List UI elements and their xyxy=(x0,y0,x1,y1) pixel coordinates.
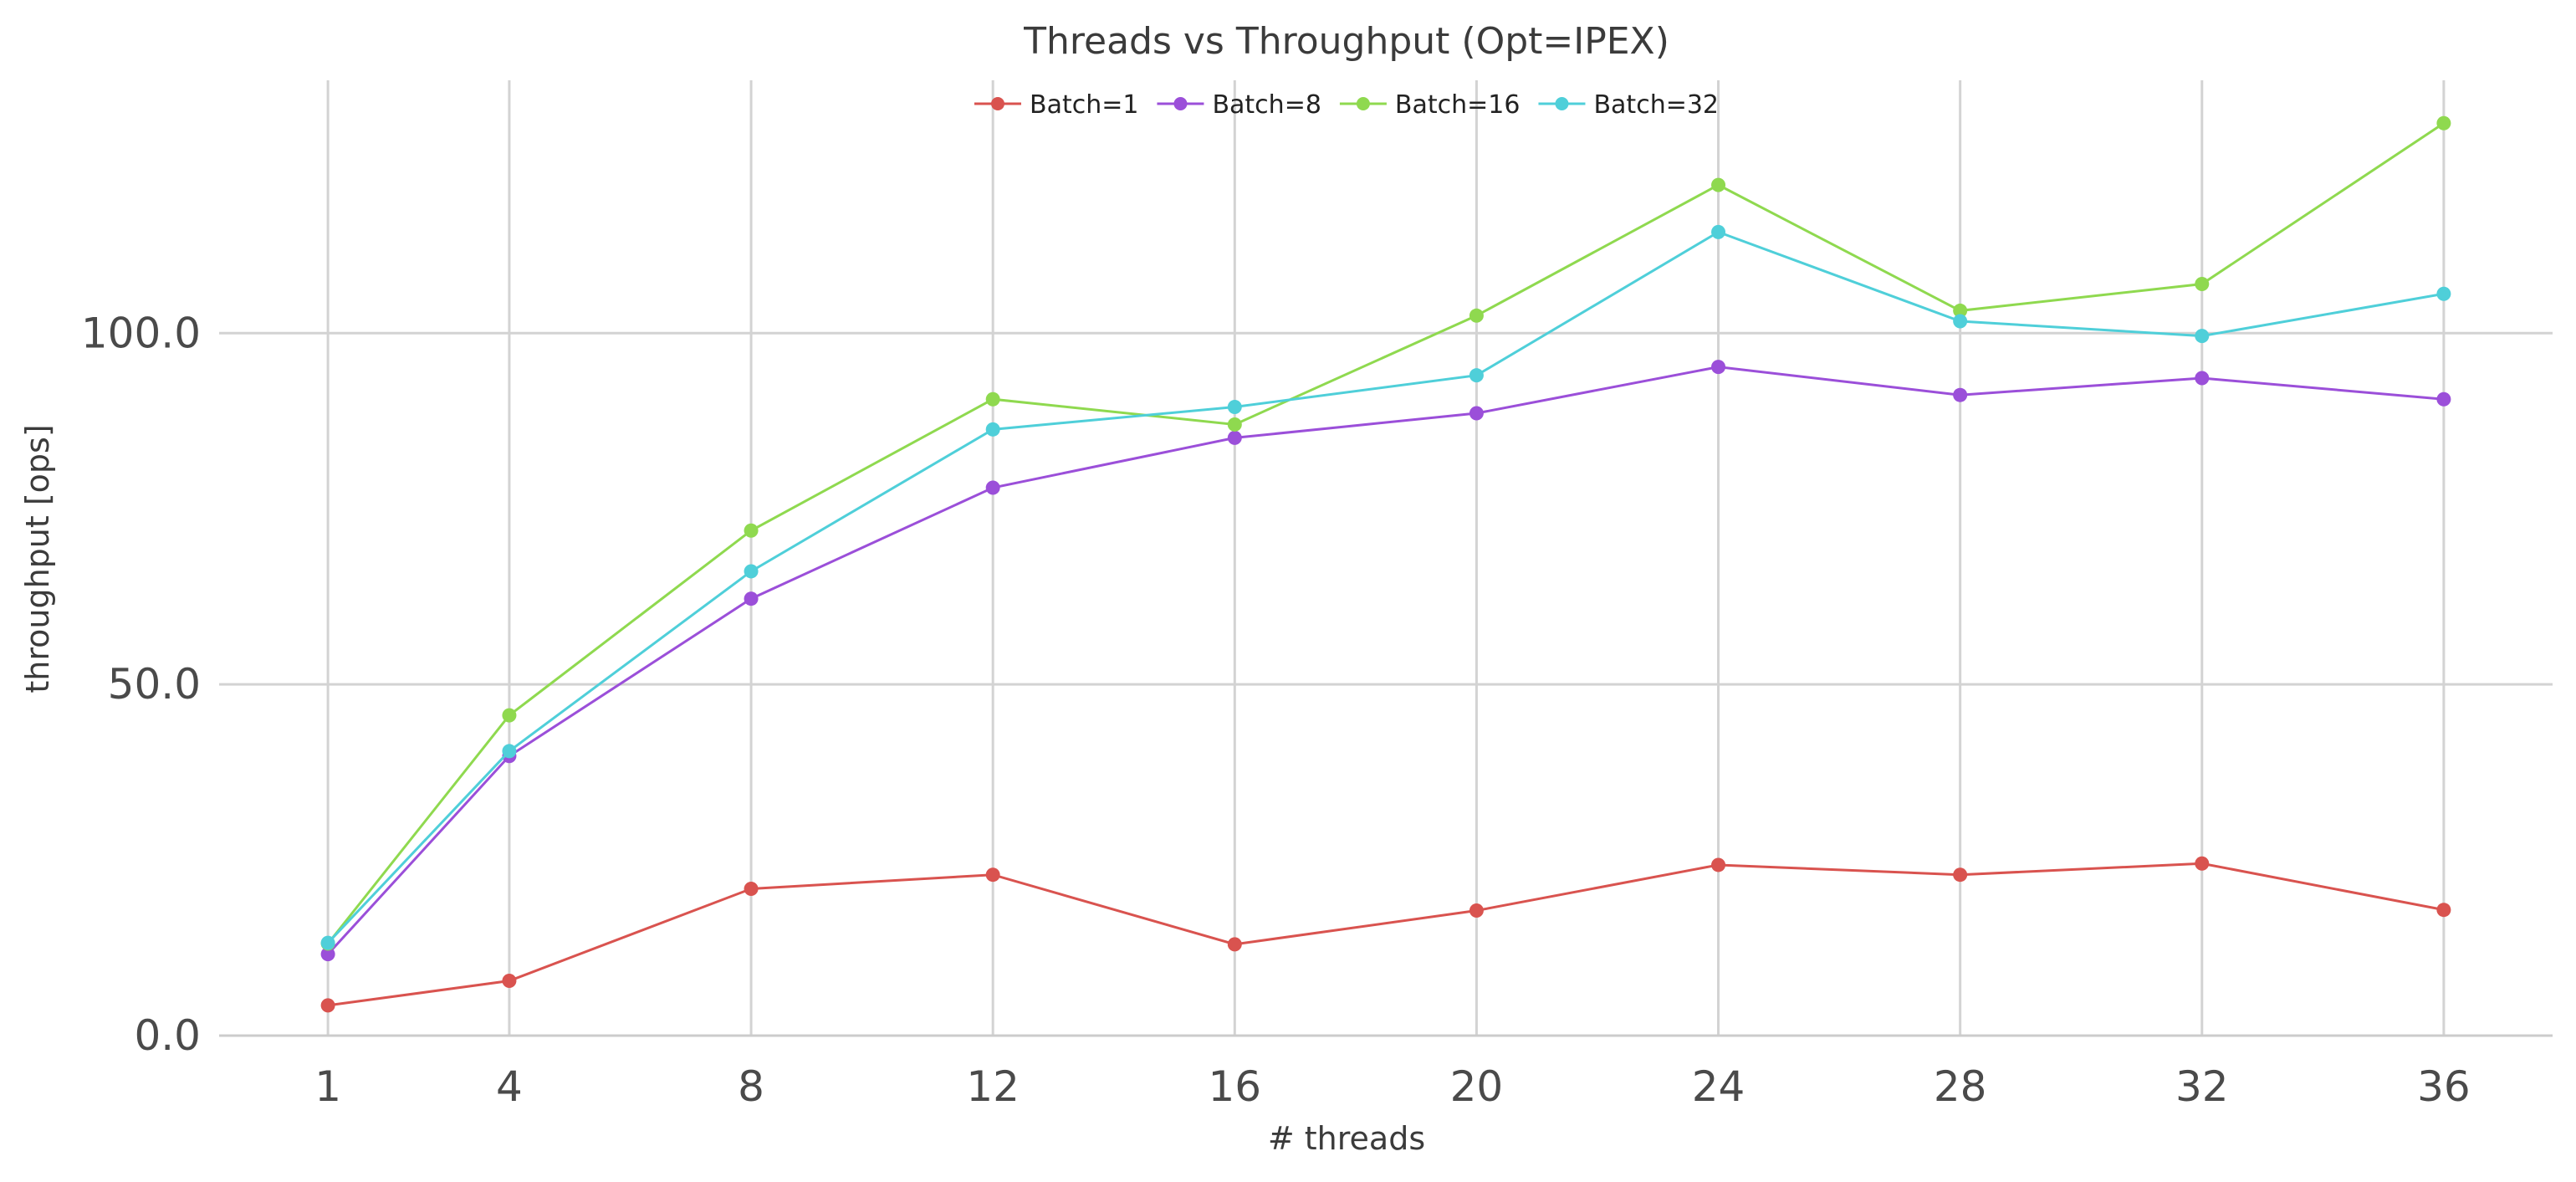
data-point xyxy=(985,391,1000,407)
y-tick-label: 0.0 xyxy=(134,1011,201,1060)
data-point xyxy=(502,744,517,759)
legend-swatch-marker xyxy=(1173,97,1188,110)
series-line xyxy=(326,366,2445,955)
data-point xyxy=(1953,314,1968,329)
data-point xyxy=(2436,286,2451,301)
x-tick-label: 16 xyxy=(1208,1062,1261,1111)
legend-label: Batch=1 xyxy=(1030,90,1138,120)
data-point xyxy=(320,935,335,950)
series-lines xyxy=(320,115,2451,1013)
legend-swatch-marker xyxy=(1356,97,1370,110)
data-point xyxy=(1953,303,1968,318)
series-line xyxy=(326,121,2445,944)
data-point xyxy=(1227,430,1242,445)
grid-lines xyxy=(219,80,2553,1037)
legend-label: Batch=16 xyxy=(1395,90,1521,120)
data-point xyxy=(985,867,1000,883)
data-point xyxy=(1469,903,1484,918)
data-point xyxy=(1711,857,1726,872)
series-batch-1 xyxy=(320,856,2451,1013)
legend-swatch-marker xyxy=(990,97,1004,110)
data-point xyxy=(744,591,759,606)
series-batch-8 xyxy=(320,360,2451,962)
data-point xyxy=(1227,417,1242,432)
data-point xyxy=(1469,368,1484,383)
data-point xyxy=(1953,867,1968,883)
legend-label: Batch=8 xyxy=(1212,90,1321,120)
x-tick-label: 28 xyxy=(1934,1062,1987,1111)
legend: Batch=1 Batch=8 Batch=16 Batch=32 xyxy=(974,90,1719,120)
data-point xyxy=(2195,329,2210,344)
data-point xyxy=(744,523,759,538)
data-point xyxy=(2195,371,2210,386)
data-point xyxy=(744,882,759,897)
legend-item: Batch=32 xyxy=(1538,90,1719,120)
data-point xyxy=(2436,903,2451,918)
y-tick-label: 50.0 xyxy=(108,660,201,709)
legend-item: Batch=16 xyxy=(1339,90,1521,120)
x-tick-label: 36 xyxy=(2417,1062,2471,1111)
tick-labels: 1 4 8 12 16 20 24 28 32 36 0.0 50.0 100.0 xyxy=(81,309,2471,1111)
data-point xyxy=(2195,856,2210,871)
data-point xyxy=(320,998,335,1013)
data-point xyxy=(502,708,517,723)
y-axis-label: throughput [ops] xyxy=(19,424,56,693)
data-point xyxy=(1711,177,1726,192)
legend-item: Batch=1 xyxy=(974,90,1138,120)
series-batch-16 xyxy=(320,115,2451,951)
data-point xyxy=(1227,399,1242,414)
data-point xyxy=(2195,277,2210,292)
x-tick-label: 12 xyxy=(966,1062,1020,1111)
x-axis-label: # threads xyxy=(1268,1120,1425,1157)
series-line xyxy=(327,862,2445,1007)
x-tick-label: 32 xyxy=(2175,1062,2229,1111)
x-tick-label: 4 xyxy=(496,1062,523,1111)
data-point xyxy=(985,480,1000,495)
data-point xyxy=(744,564,759,579)
series-line xyxy=(327,230,2445,944)
legend-item: Batch=8 xyxy=(1157,90,1321,120)
data-point xyxy=(2436,115,2451,130)
x-tick-label: 1 xyxy=(314,1062,341,1111)
y-tick-label: 100.0 xyxy=(81,309,201,357)
legend-swatch-marker xyxy=(1555,97,1569,110)
x-tick-label: 24 xyxy=(1692,1062,1745,1111)
data-point xyxy=(320,947,335,962)
data-point xyxy=(985,422,1000,437)
data-point xyxy=(1953,387,1968,402)
data-point xyxy=(1711,224,1726,239)
legend-label: Batch=32 xyxy=(1593,90,1719,120)
data-point xyxy=(2436,391,2451,407)
data-point xyxy=(1227,937,1242,952)
x-tick-label: 8 xyxy=(738,1062,764,1111)
data-point xyxy=(1469,406,1484,421)
data-point xyxy=(502,974,517,989)
data-point xyxy=(1469,308,1484,323)
data-point xyxy=(1711,360,1726,375)
x-tick-label: 20 xyxy=(1450,1062,1504,1111)
chart-title: Threads vs Throughput (Opt=IPEX) xyxy=(1023,20,1669,63)
series-batch-32 xyxy=(320,224,2451,950)
